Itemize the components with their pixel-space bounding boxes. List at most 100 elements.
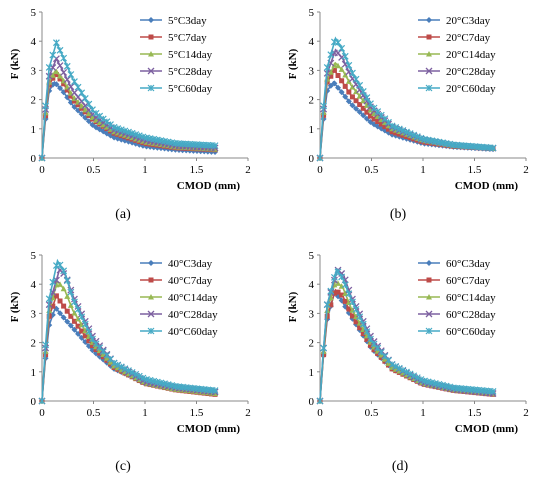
data-point (345, 290, 353, 298)
data-point (357, 325, 363, 331)
legend-entry-1: 40°C3day (140, 258, 213, 270)
legend-entry-5: 5°C60day (140, 83, 213, 95)
data-point (489, 388, 497, 395)
legend-label: 20°C28day (446, 66, 496, 78)
legend-entry-3: 40°C14day (140, 292, 218, 304)
data-point (406, 130, 414, 137)
legend-marker (147, 84, 155, 92)
data-point (67, 83, 75, 91)
legend-label: 40°C7day (168, 275, 213, 287)
legend-entry-5: 60°C60day (418, 326, 496, 338)
legend-marker (425, 310, 433, 318)
y-tick-label: 5 (31, 7, 37, 19)
legend-marker (426, 277, 432, 283)
data-point (349, 102, 356, 109)
y-tick-label: 1 (31, 367, 37, 379)
y-tick-label: 2 (309, 95, 315, 107)
data-point (363, 94, 371, 101)
data-point (86, 338, 92, 344)
data-point (117, 363, 125, 371)
data-point (57, 310, 64, 317)
data-point (74, 83, 82, 91)
data-point (349, 313, 355, 319)
data-point (57, 298, 63, 304)
data-point (60, 68, 68, 76)
data-point (371, 121, 378, 128)
y-axis-label: F (kN) (287, 48, 299, 79)
data-point (42, 102, 50, 110)
legend-marker (148, 34, 154, 40)
data-point (100, 121, 107, 128)
data-point (53, 68, 60, 75)
data-point (334, 39, 342, 46)
y-tick-label: 0 (309, 396, 315, 408)
data-point (331, 290, 337, 296)
data-point (339, 78, 345, 84)
data-point (107, 126, 114, 132)
data-point (349, 298, 356, 306)
data-point (71, 98, 77, 104)
data-point (338, 273, 346, 281)
x-tick-label: 0 (317, 164, 323, 176)
y-tick-label: 1 (31, 124, 37, 136)
data-point (114, 361, 122, 369)
y-tick-label: 2 (309, 338, 315, 350)
y-tick-label: 4 (309, 36, 315, 48)
data-point (49, 278, 57, 286)
y-tick-label: 0 (31, 396, 37, 408)
data-point (335, 73, 341, 79)
data-point (335, 62, 342, 69)
data-point (410, 372, 418, 380)
series-line (319, 267, 496, 402)
data-point (71, 309, 78, 316)
data-point (342, 83, 348, 89)
data-point (38, 397, 46, 405)
x-tick-label: 1 (142, 164, 148, 176)
data-point (82, 339, 89, 346)
data-point (349, 69, 356, 77)
legend-marker (426, 34, 432, 40)
chart-panel-a: 0 1 2 3 4 5 0 0.5 1 1.5 2 CMOD (mm) F (kN) 5°C3day 5°C… (0, 0, 270, 230)
legend-label: 60°C28day (446, 309, 496, 321)
data-point (75, 315, 82, 322)
data-point (406, 370, 414, 378)
legend-marker (148, 51, 154, 57)
data-point (103, 124, 110, 130)
x-axis-label: CMOD (mm) (177, 423, 241, 435)
legend-marker (426, 294, 432, 300)
data-point (334, 268, 342, 276)
x-tick-label: 0.5 (87, 407, 101, 419)
data-point (75, 102, 81, 108)
data-point (330, 273, 338, 281)
data-point (85, 328, 93, 336)
data-point (360, 105, 366, 111)
legend-label: 40°C60day (168, 326, 218, 338)
legend-marker (425, 67, 433, 75)
data-point (335, 280, 342, 286)
data-point (352, 75, 360, 83)
legend-label: 60°C60day (446, 326, 496, 338)
caption-a: (a) (115, 207, 131, 222)
chart-panel-c: 0 1 2 3 4 5 0 0.5 1 1.5 2 CMOD (mm) F (kN) 40°C3day 40… (0, 243, 270, 473)
x-tick-label: 2 (245, 407, 251, 419)
series-5 (316, 267, 497, 405)
data-point (345, 78, 352, 84)
legend-entry-2: 20°C7day (418, 32, 491, 44)
data-point (335, 84, 342, 91)
legend-marker (147, 310, 155, 318)
data-point (331, 80, 338, 87)
data-point (68, 93, 74, 99)
legend-marker (426, 260, 432, 266)
caption-d: (d) (391, 459, 409, 474)
y-tick-label: 0 (31, 153, 37, 165)
data-point (93, 347, 99, 353)
data-point (413, 133, 421, 141)
data-point (360, 97, 367, 104)
data-point (371, 347, 377, 353)
data-point (57, 76, 63, 82)
data-point (78, 313, 86, 321)
data-point (395, 125, 403, 133)
data-point (349, 83, 356, 90)
y-tick-label: 1 (309, 367, 315, 379)
data-point (56, 46, 64, 54)
